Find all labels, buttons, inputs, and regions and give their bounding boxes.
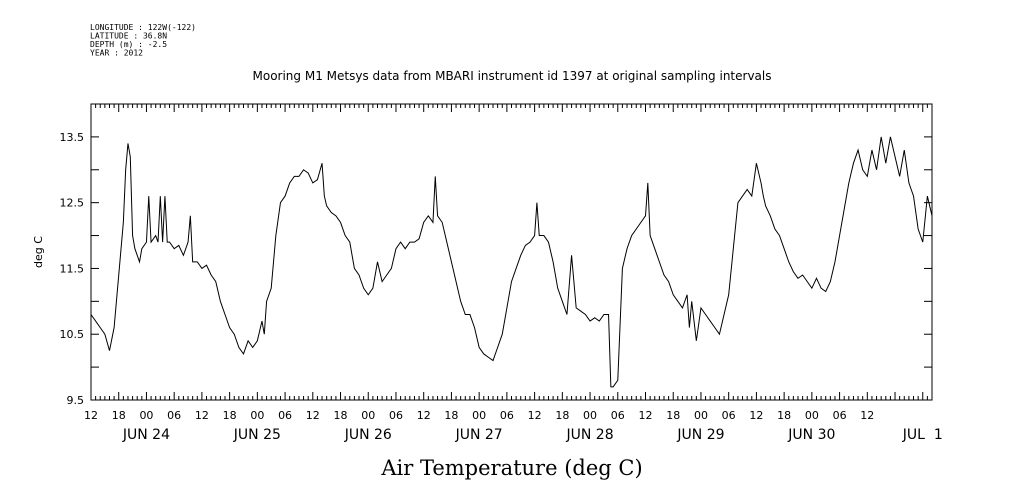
date-label: JUN 27 <box>455 427 503 443</box>
x-tick-label: 12 <box>306 409 320 422</box>
x-tick-label: 06 <box>167 409 181 422</box>
y-tick-label: 13.5 <box>60 131 85 144</box>
x-tick-label: 18 <box>666 409 680 422</box>
y-tick-label: 12.5 <box>60 197 85 210</box>
date-label: JUN 28 <box>565 427 613 443</box>
x-tick-label: 12 <box>195 409 209 422</box>
y-tick-label: 11.5 <box>60 262 85 275</box>
x-tick-label: 06 <box>611 409 625 422</box>
x-axis: 12 18 00 06 12 18 00 06 12 18 00 06 12 18 00 06 12 18 00 06… <box>84 104 933 422</box>
x-tick-label: 12 <box>749 409 763 422</box>
x-tick-label: 06 <box>722 409 736 422</box>
date-label: JUN 25 <box>233 427 281 443</box>
x-tick-label: 06 <box>389 409 403 422</box>
x-tick-label: 00 <box>694 409 708 422</box>
x-tick-label: 06 <box>833 409 847 422</box>
date-label: JUN 26 <box>344 427 392 443</box>
x-tick-label: 00 <box>583 409 597 422</box>
x-tick-label: 12 <box>417 409 431 422</box>
x-tick-label: 00 <box>361 409 375 422</box>
y-tick-label: 10.5 <box>60 328 85 341</box>
x-tick-label: 06 <box>500 409 514 422</box>
chart-title: Mooring M1 Metsys data from MBARI instru… <box>253 69 772 83</box>
y-axis-label: deg C <box>32 236 45 268</box>
series-line <box>90 136 933 388</box>
x-tick-label: 12 <box>860 409 874 422</box>
meta-line: YEAR : 2012 <box>90 49 143 58</box>
x-axis-label: Air Temperature (deg C) <box>380 456 642 480</box>
meta-line: LONGITUDE : 122W(-122) <box>90 23 196 32</box>
x-tick-label: 00 <box>472 409 486 422</box>
x-tick-label: 00 <box>139 409 153 422</box>
meta-line: DEPTH (m) : -2.5 <box>90 40 167 49</box>
date-label: JUN 30 <box>787 427 835 443</box>
metadata-block: LONGITUDE : 122W(-122)LATITUDE : 36.8NDE… <box>90 23 196 58</box>
plot-frame <box>90 103 933 401</box>
x-tick-label: 06 <box>278 409 292 422</box>
date-labels: JUN 24 JUN 25 JUN 26 JUN 27 JUN 28 JUN 29 JUN … <box>122 427 943 443</box>
x-tick-label: 18 <box>112 409 126 422</box>
date-label: JUL 1 <box>902 427 943 443</box>
x-tick-label: 18 <box>223 409 237 422</box>
x-tick-label: 12 <box>528 409 542 422</box>
x-tick-label: 12 <box>84 409 98 422</box>
x-tick-label: 18 <box>555 409 569 422</box>
y-axis: 9.5 10.5 11.5 12.5 13.5 <box>60 103 932 407</box>
x-tick-label: 12 <box>639 409 653 422</box>
x-tick-label: 18 <box>334 409 348 422</box>
date-label: JUN 29 <box>676 427 724 443</box>
date-label: JUN 24 <box>122 427 170 443</box>
y-tick-label: 9.5 <box>67 394 85 407</box>
meta-line: LATITUDE : 36.8N <box>90 32 167 41</box>
x-tick-label: 18 <box>444 409 458 422</box>
x-tick-label: 18 <box>777 409 791 422</box>
x-tick-label: 00 <box>250 409 264 422</box>
x-tick-label: 00 <box>805 409 819 422</box>
